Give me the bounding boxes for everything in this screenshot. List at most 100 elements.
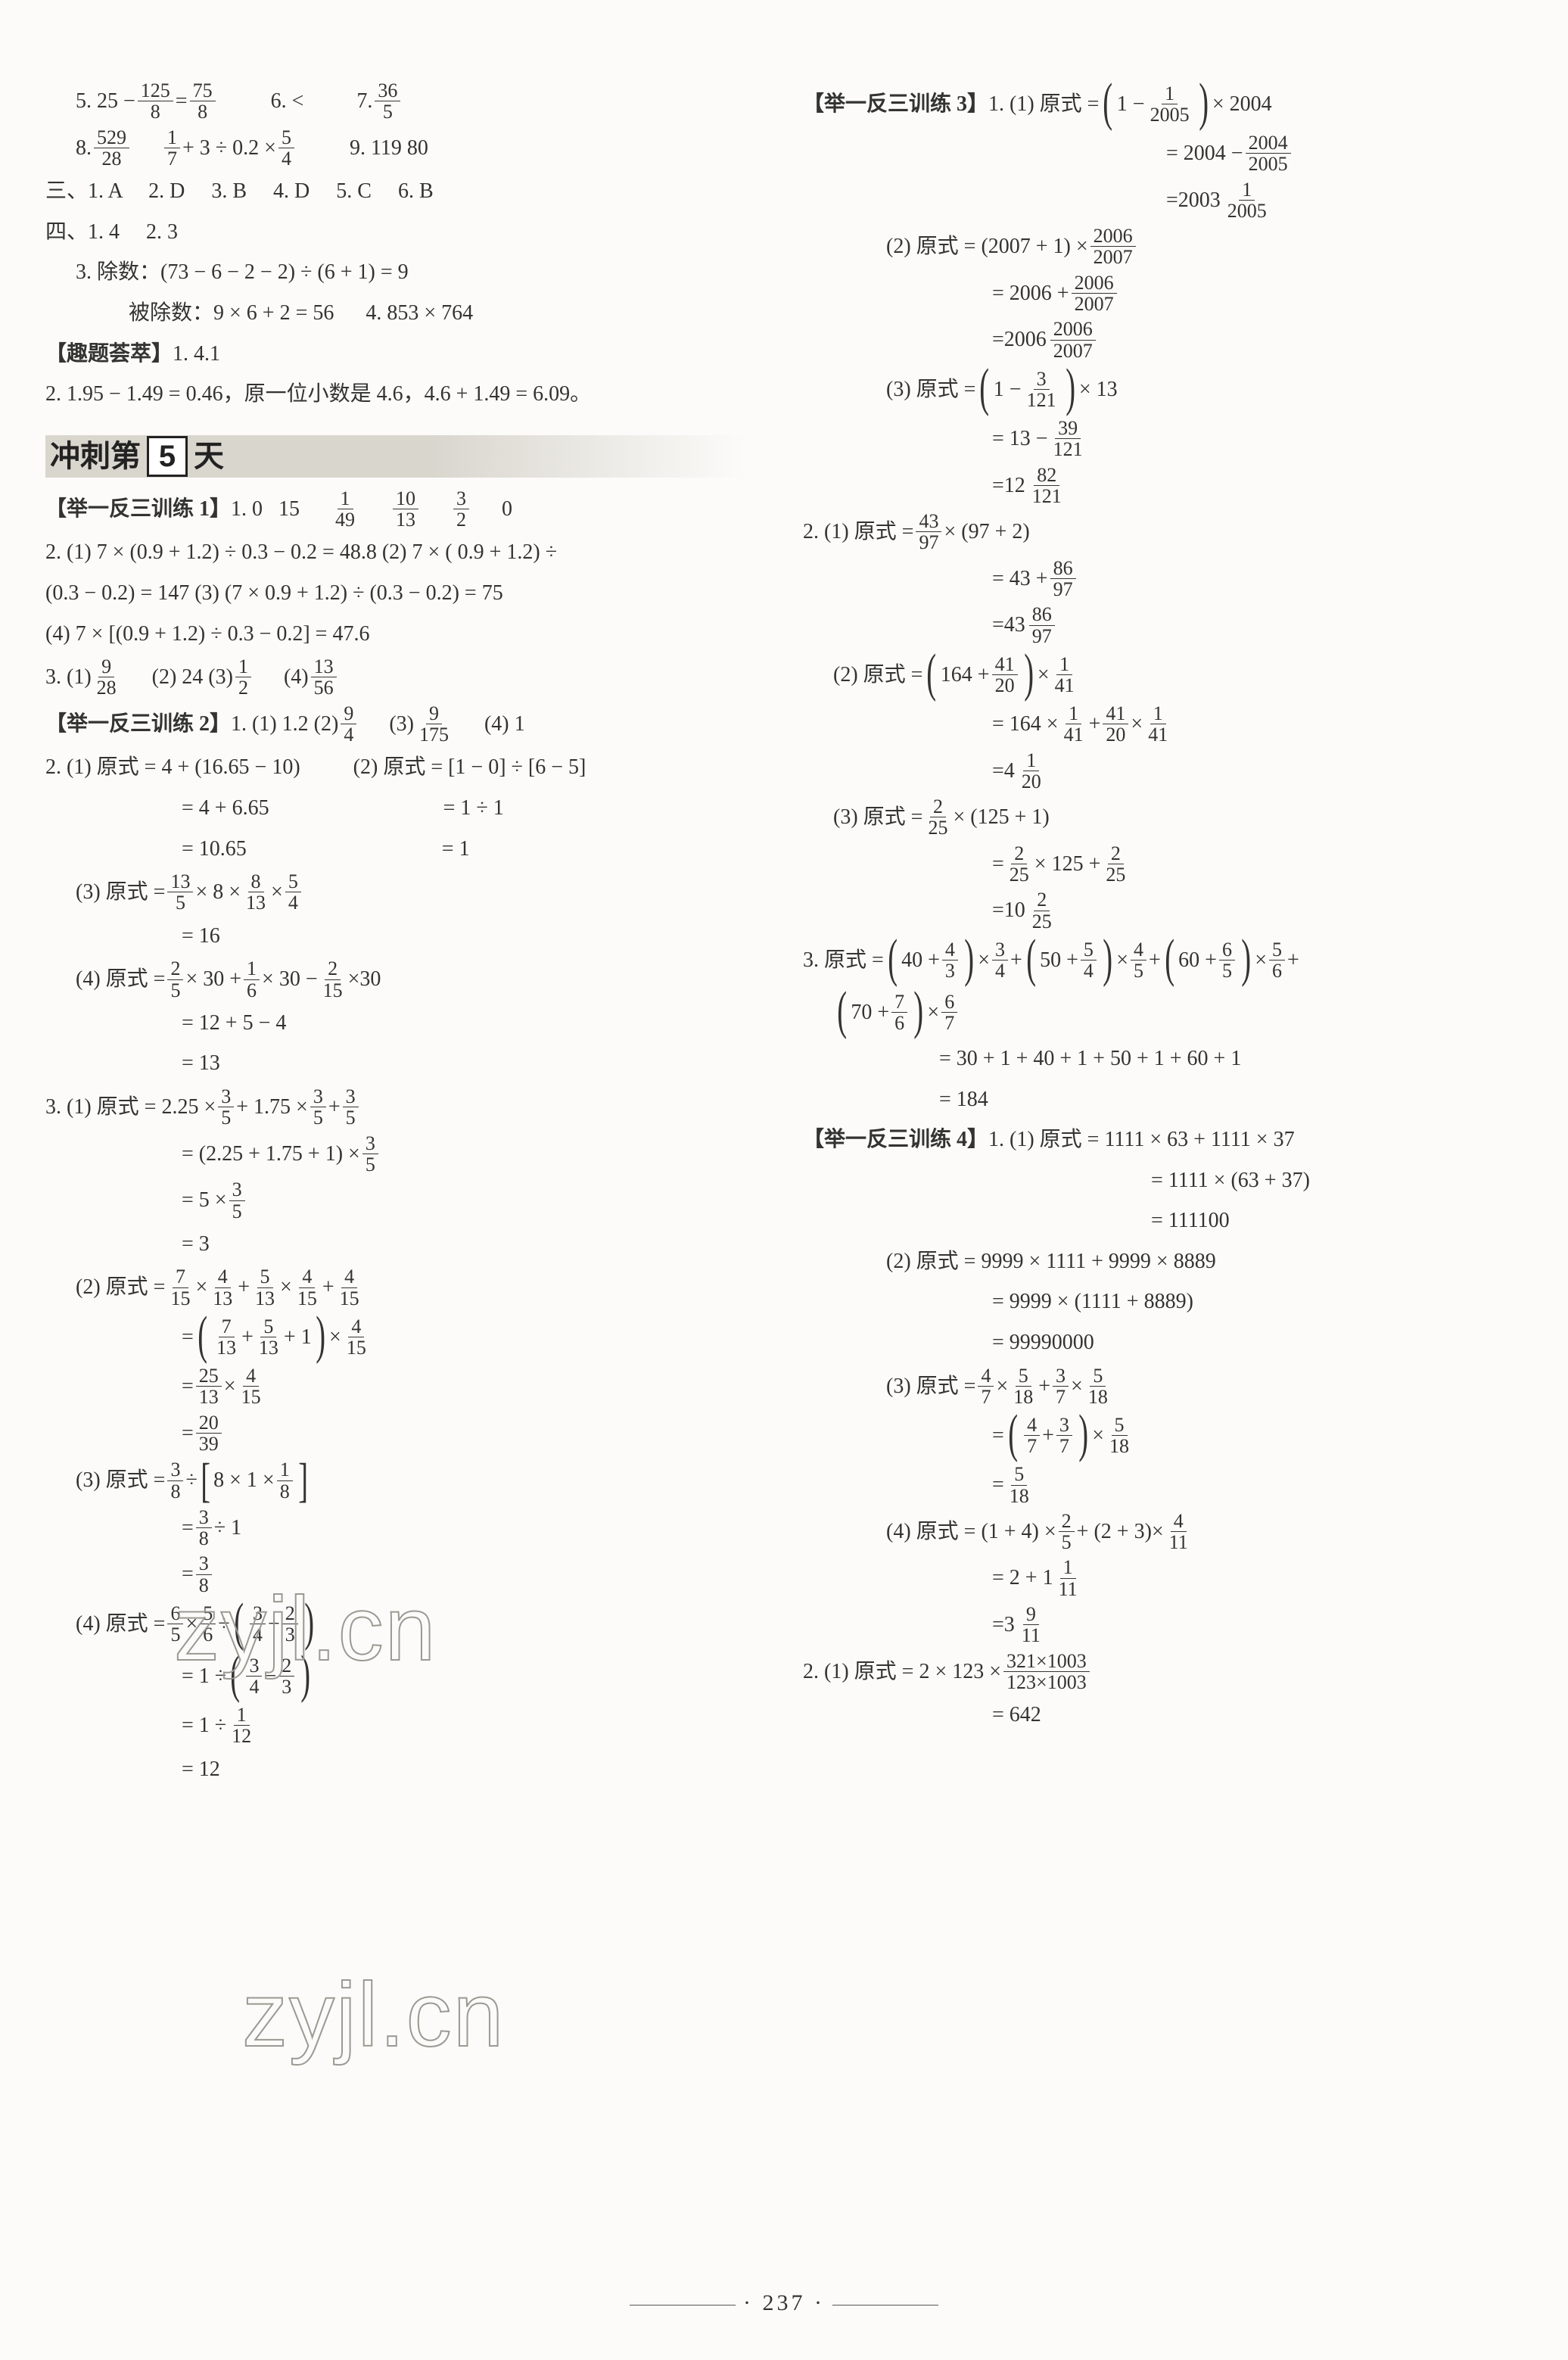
text-line: = 438697 [803, 604, 1523, 646]
text: (4) 原式 = [76, 1606, 165, 1642]
text: ÷ [185, 1462, 197, 1499]
text-line: = 1111 × (63 + 37) [803, 1163, 1523, 1199]
text: (2) 原式 = [76, 1269, 165, 1306]
text: = 12 + 5 − 4 [182, 1005, 286, 1041]
text-line: = 200620062007 [803, 319, 1523, 361]
fraction: 415 [294, 1266, 320, 1309]
paren-icon: ) [316, 1312, 325, 1359]
text-line: 2. (1) 7 × (0.9 + 1.2) ÷ 0.3 − 0.2 = 48.… [45, 534, 765, 571]
text-line: = 3911 [803, 1604, 1523, 1646]
text: (4) 原式 = [76, 961, 165, 998]
text-line: = 43 + 8697 [803, 558, 1523, 600]
text-line: = 1 ÷ 112 [45, 1705, 765, 1747]
paren-icon: ) [964, 935, 974, 982]
fraction: 38 [196, 1553, 212, 1596]
text: − [264, 1658, 276, 1695]
text: 164 + [941, 657, 990, 693]
section-label: 四、 [45, 214, 88, 251]
text: = [176, 83, 188, 120]
text: 2. (1) 7 × (0.9 + 1.2) ÷ 0.3 − 0.2 = 48.… [45, 534, 557, 571]
fraction: 141 [1145, 703, 1171, 746]
paren-icon: ( [888, 935, 898, 982]
fraction: 12005 [1147, 83, 1193, 126]
paren-icon: ( [234, 1599, 244, 1646]
text-line: (4) 原式 = 25 × 30 + 16 × 30 − 215 ×30 [45, 958, 765, 1001]
text: (3) 原式 = [76, 1462, 165, 1499]
text-line: = 16 [45, 918, 765, 954]
fraction: 415 [238, 1365, 264, 1408]
day-number: 5 [147, 436, 188, 477]
fraction: 23 [278, 1655, 294, 1698]
fraction: 513 [252, 1266, 278, 1309]
text-line: 【举一反三训练 1】 1. 0 15 149 1013 32 0 [45, 488, 765, 531]
text-line: 8. 52928 17 + 3 ÷ 0.2 × 54 9. 119 80 [45, 127, 765, 170]
text-line: = 12 + 5 − 4 [45, 1005, 765, 1041]
text-line: = 2006 + 20062007 [803, 272, 1523, 315]
text: − [268, 1606, 280, 1642]
text: 7. [356, 83, 372, 120]
text: (4) [284, 659, 309, 696]
text: = 30 + 1 + 40 + 1 + 50 + 1 + 60 + 1 [939, 1041, 1241, 1077]
text: = [182, 1415, 194, 1452]
text: 被除数：9 × 6 + 2 = 56 4. 853 × 764 [129, 295, 473, 332]
text-line: = 9999 × (1111 + 8889) [803, 1284, 1523, 1320]
fraction: 413 [210, 1266, 235, 1309]
text: 0 [502, 491, 512, 528]
text: 2. 1.95 − 1.49 = 0.46，原一位小数是 4.6，4.6 + 1… [45, 376, 591, 413]
text: = [992, 468, 1004, 504]
bracket-icon: ] [298, 1459, 308, 1502]
text: = [992, 753, 1004, 789]
text: 1. 4 2. 3 [88, 214, 178, 251]
section-label: 【举一反三训练 1】 [45, 491, 231, 528]
fraction: 135 [167, 871, 193, 914]
text-line: 2. (1) 原式 = 2 × 123 × 321×1003123×1003 [803, 1651, 1523, 1693]
text: 3. (1) 原式 = 2.25 × [45, 1089, 216, 1126]
text: + 1 [284, 1319, 312, 1356]
text-line: = ( 713 + 513 + 1 ) × 415 [45, 1313, 765, 1361]
text: = [992, 846, 1004, 883]
text-line: (4) 7 × [(0.9 + 1.2) ÷ 0.3 − 0.2] = 47.6 [45, 616, 765, 652]
text: + [241, 1319, 254, 1356]
fraction: 149 [332, 488, 358, 531]
paren-icon: ) [1066, 364, 1075, 412]
paren-icon: ( [198, 1312, 207, 1359]
text-line: (3) 原式 = 47 × 518 + 37 × 518 [803, 1365, 1523, 1408]
fraction: 20042005 [1246, 132, 1291, 175]
paren-icon: ) [301, 1651, 311, 1698]
text-line: (2) 原式 = ( 164 + 4120 ) × 141 [803, 651, 1523, 699]
fraction: 35 [362, 1133, 378, 1175]
text: × [1038, 657, 1050, 693]
text-line: (2) 原式 = (2007 + 1) × 20062007 [803, 226, 1523, 268]
text: = 184 [939, 1082, 988, 1118]
text-line: = 111100 [803, 1203, 1523, 1239]
text-line: = 99990000 [803, 1325, 1523, 1361]
fraction: 23 [282, 1603, 298, 1645]
text-line: 【举一反三训练 3】 1. (1) 原式 = ( 1 − 12005 ) × 2… [803, 80, 1523, 128]
text-line: = 12 [45, 1751, 765, 1788]
fraction: 32 [453, 488, 469, 531]
text: (2) 原式 = 9999 × 1111 + 9999 × 8889 [886, 1244, 1216, 1280]
header-prefix: 冲刺第 [50, 431, 141, 482]
fraction: 9175 [416, 703, 452, 746]
fraction: 18 [277, 1459, 293, 1502]
text-line: 四、 1. 4 2. 3 [45, 214, 765, 251]
text-line: 2. (1) 原式 = 4397 × (97 + 2) [803, 511, 1523, 553]
text: 2. (1) 原式 = 2 × 123 × [803, 1654, 1001, 1690]
paren-icon: ) [1241, 935, 1251, 982]
text: = 1 ÷ [182, 1708, 226, 1744]
fraction: 54 [285, 871, 301, 914]
text: (4) 7 × [(0.9 + 1.2) ÷ 0.3 − 0.2] = 47.6 [45, 616, 369, 652]
text-line: = 3 [45, 1226, 765, 1263]
text: 2. (1) 原式 = 4 + (16.65 − 10) [45, 749, 300, 786]
section-label: 三、 [45, 173, 88, 210]
text: × [271, 874, 283, 911]
text-line: (3) 原式 = ( 1 − 3121 ) × 13 [803, 366, 1523, 413]
text-line: = 10.65 = 1 [45, 831, 765, 867]
text-line: (2) 原式 = 715 × 413 + 513 × 415 + 415 [45, 1266, 765, 1309]
paren-icon: ) [304, 1599, 314, 1646]
paren-icon: ( [1165, 935, 1174, 982]
text-line: (70 +76) ×67 [803, 989, 1523, 1036]
text: 1. 4.1 [173, 336, 220, 372]
fraction: 25 [167, 958, 183, 1001]
text: = 16 [182, 918, 220, 954]
